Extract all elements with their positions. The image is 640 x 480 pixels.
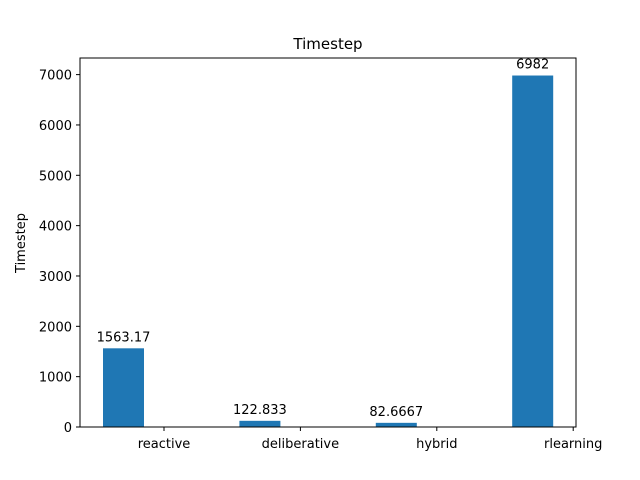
plot-frame	[79, 57, 577, 428]
x-tick-label-reactive: reactive	[138, 437, 191, 452]
data-labels-group: 1563.17 122.833 82.6667 6982	[97, 58, 550, 420]
y-tick-label-7000: 7000	[39, 69, 72, 84]
y-tick-label-2000: 2000	[39, 320, 72, 335]
y-tick-label-4000: 4000	[39, 220, 72, 235]
bar-deliberative	[239, 420, 281, 427]
bar-reactive	[103, 348, 144, 427]
x-tick-label-deliberative: deliberative	[262, 437, 339, 452]
data-label-rlearning: 6982	[516, 58, 549, 73]
y-tick-label-5000: 5000	[39, 169, 72, 184]
y-tick-label-6000: 6000	[39, 119, 72, 134]
bar-rlearning	[512, 75, 554, 428]
x-tick-label-rlearning: rlearning	[544, 437, 602, 452]
y-tick-label-0: 0	[64, 421, 72, 436]
x-axis: reactive deliberative hybrid rlearning	[138, 427, 602, 452]
y-axis: 0 1000 2000 3000 4000 5000 6000 7000	[39, 69, 80, 436]
bars-group	[103, 75, 554, 428]
y-axis-label: Timestep	[14, 213, 29, 274]
y-tick-label-1000: 1000	[39, 371, 72, 386]
data-label-hybrid: 82.6667	[369, 405, 423, 420]
bar-hybrid	[375, 422, 417, 427]
data-label-deliberative: 122.833	[233, 403, 287, 418]
chart-title: Timestep	[292, 35, 362, 53]
data-label-reactive: 1563.17	[97, 330, 151, 345]
x-tick-label-hybrid: hybrid	[416, 437, 457, 452]
y-tick-label-3000: 3000	[39, 270, 72, 285]
